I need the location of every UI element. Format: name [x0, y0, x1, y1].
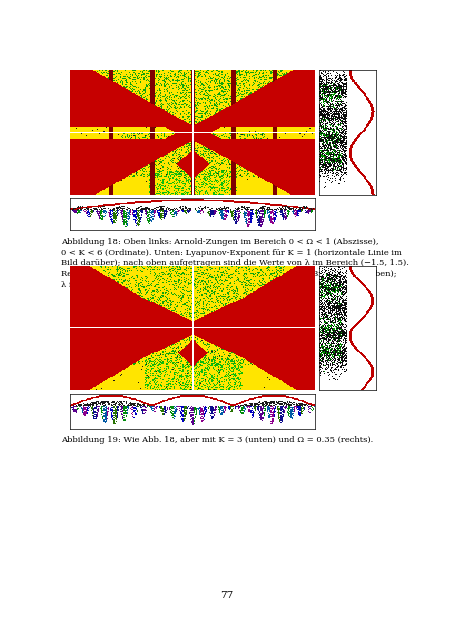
Text: 77: 77 [220, 591, 233, 600]
Text: Abbildung 19: Wie Abb. 18, aber mit K = 3 (unten) und Ω = 0.35 (rechts).: Abbildung 19: Wie Abb. 18, aber mit K = … [61, 436, 373, 444]
Text: Abbildung 18: Oben links: Arnold-Zungen im Bereich 0 < Ω < 1 (Abszisse),
0 < K <: Abbildung 18: Oben links: Arnold-Zungen … [61, 238, 409, 289]
